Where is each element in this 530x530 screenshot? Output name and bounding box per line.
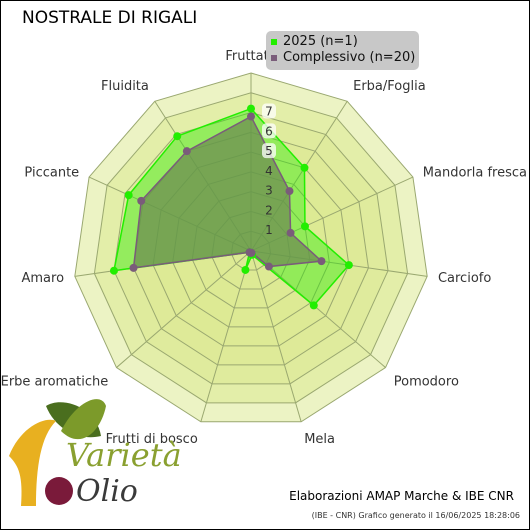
radar-axis-labels: Fruttato Erba/Foglia Mandorla fresca Carcio… [1, 49, 527, 447]
tick-label-2: 2 [265, 203, 273, 217]
logo-text-line1: Varietà [66, 436, 182, 474]
tick-label-3: 3 [265, 184, 273, 198]
logo-text-line2: Olio [76, 474, 138, 509]
point-2025-9 [124, 191, 133, 200]
radar-ticks: 1 2 3 4 5 6 7 [262, 103, 276, 237]
point-2025-6 [241, 265, 250, 274]
axis-label-2: Mandorla fresca [423, 166, 527, 181]
point-overall-9 [137, 196, 146, 205]
varieta-olio-logo: Varietà Olio [9, 399, 182, 509]
spoke-6 [200, 250, 252, 422]
axis-label-8: Amaro [21, 271, 64, 286]
tick-label-6: 6 [265, 124, 273, 138]
point-2025-2 [300, 222, 309, 231]
axis-label-6: Frutti di bosco [106, 432, 198, 447]
axis-label-0: Fruttato [225, 49, 276, 64]
axis-label-9: Piccante [24, 166, 79, 181]
credit-main: Elaborazioni AMAP Marche & IBE CNR [289, 489, 514, 503]
tick-bg-5 [262, 143, 276, 159]
spoke-7 [116, 250, 252, 368]
point-overall-3 [317, 257, 326, 266]
chart-legend: 2025 (n=1) Complessivo (n=20) [266, 31, 419, 70]
point-2025-1 [300, 163, 309, 172]
point-overall-10 [182, 147, 191, 156]
legend-label-2025: 2025 (n=1) [283, 34, 358, 49]
tick-bg-6 [262, 123, 276, 139]
point-overall-2 [286, 228, 295, 237]
point-overall-1 [285, 187, 294, 196]
point-2025-3 [344, 261, 353, 270]
radar-series [109, 104, 353, 310]
point-overall-0 [247, 112, 255, 121]
spoke-4 [250, 250, 386, 368]
legend-swatch-overall [271, 54, 277, 61]
logo-olive [45, 477, 73, 505]
point-2025-4 [309, 301, 318, 310]
axis-label-7: Erbe aromatiche [1, 375, 108, 390]
logo-leaf-light [61, 399, 106, 440]
axis-label-4: Pomodoro [394, 375, 459, 390]
axis-label-10: Fluidita [101, 79, 149, 94]
axis-label-3: Carciofo [438, 271, 491, 286]
legend-item-2025: 2025 (n=1) [271, 34, 358, 50]
spoke-5 [250, 250, 302, 422]
point-overall-4 [264, 262, 273, 271]
credit-sub: (IBE - CNR) Grafico generato il 16/06/20… [311, 511, 520, 520]
tick-bg-7 [262, 103, 276, 119]
axis-label-1: Erba/Foglia [353, 79, 426, 94]
point-2025-0 [247, 104, 255, 113]
axis-label-5: Mela [304, 432, 335, 447]
logo-swoosh [9, 419, 56, 506]
point-overall-8 [129, 263, 138, 272]
legend-item-overall: Complessivo (n=20) [271, 50, 415, 66]
tick-label-7: 7 [265, 105, 273, 119]
tick-label-1: 1 [265, 223, 273, 237]
point-2025-10 [173, 132, 182, 141]
point-2025-8 [109, 266, 118, 275]
legend-swatch-2025 [271, 38, 277, 45]
chart-title: NOSTRALE DI RIGALI [22, 8, 198, 28]
tick-label-4: 4 [265, 164, 273, 178]
legend-label-overall: Complessivo (n=20) [283, 50, 416, 65]
point-overall-7 [245, 248, 254, 257]
tick-label-5: 5 [265, 144, 273, 158]
